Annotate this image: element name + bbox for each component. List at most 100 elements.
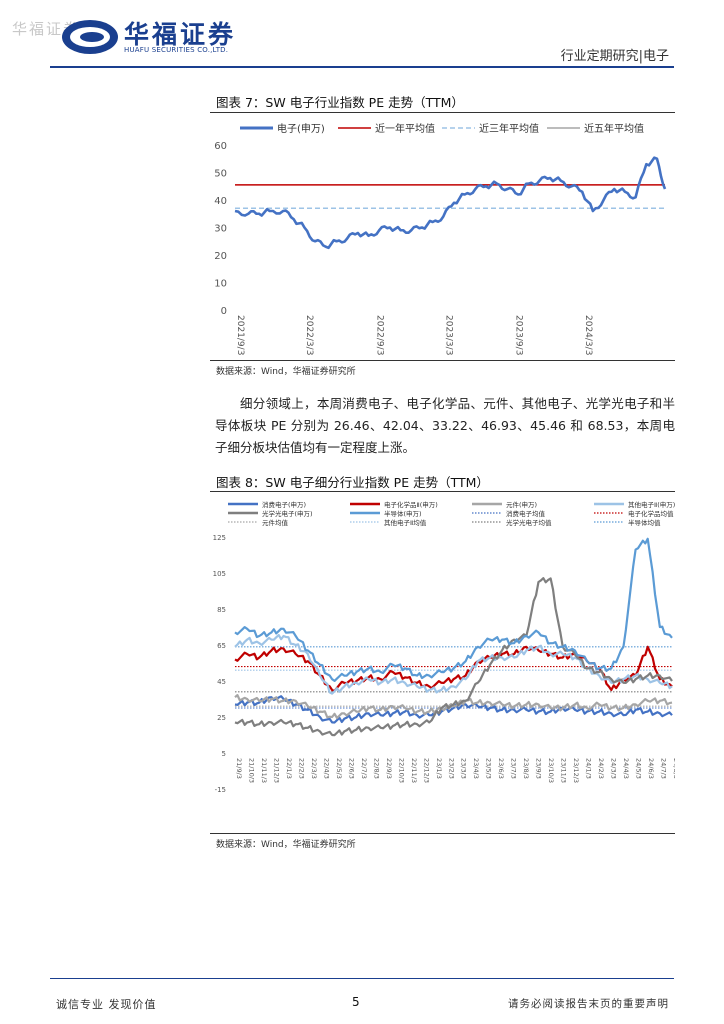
x-tick-label: 24/7/3 bbox=[660, 758, 668, 779]
x-tick-label: 2022/9/3 bbox=[374, 315, 384, 355]
figure8-top-rule bbox=[210, 491, 675, 492]
x-tick-label: 23/4/3 bbox=[472, 758, 480, 779]
y-tick-label: 85 bbox=[217, 606, 226, 614]
figure7-title: 图表 7：SW 电子行业指数 PE 走势（TTM） bbox=[216, 95, 464, 110]
x-tick-label: 22/5/3 bbox=[335, 758, 343, 779]
x-tick-label: 22/6/3 bbox=[347, 758, 355, 779]
y-tick-label: 25 bbox=[217, 714, 226, 722]
body-paragraph: 细分领域上，本周消费电子、电子化学品、元件、其他电子、光学光电子和半导体板块 P… bbox=[215, 396, 675, 455]
series-line-electronics bbox=[234, 156, 667, 250]
x-tick-label: 22/9/3 bbox=[385, 758, 393, 779]
y-tick-label: 105 bbox=[213, 570, 226, 578]
company-logo bbox=[62, 20, 118, 54]
footer-divider bbox=[50, 978, 674, 979]
y-tick-label: 20 bbox=[214, 251, 227, 262]
series-line bbox=[234, 577, 673, 737]
legend-label: 光学光电子均值 bbox=[506, 518, 552, 527]
x-tick-label: 22/12/3 bbox=[422, 758, 430, 783]
x-tick-label: 22/8/3 bbox=[372, 758, 380, 779]
legend-label: 电子化学品均值 bbox=[628, 509, 674, 518]
watermark: 华福证券 bbox=[12, 20, 81, 38]
series-line bbox=[234, 694, 673, 720]
x-tick-label: 23/11/3 bbox=[560, 758, 568, 783]
legend-label: 电子化学品Ⅱ(申万) bbox=[384, 500, 438, 509]
x-tick-label: 24/3/3 bbox=[610, 758, 618, 779]
report-section: 行业定期研究|电子 bbox=[560, 49, 669, 64]
footer-slogan: 诚信专业 发现价值 bbox=[56, 998, 157, 1011]
legend-label-one-year: 近一年平均值 bbox=[375, 122, 435, 135]
x-tick-label: 23/5/3 bbox=[485, 758, 493, 779]
x-tick-label: 23/12/3 bbox=[572, 758, 580, 783]
legend-label: 元件(申万) bbox=[506, 500, 537, 509]
figure8-title: 图表 8：SW 电子细分行业指数 PE 走势（TTM） bbox=[216, 475, 489, 490]
x-tick-label: 23/9/3 bbox=[535, 758, 543, 779]
x-tick-label: 23/3/3 bbox=[460, 758, 468, 779]
x-tick-label: 24/8/3 bbox=[672, 758, 675, 779]
y-tick-label: 65 bbox=[217, 642, 226, 650]
figure8-chart: 消费电子(申万) 电子化学品Ⅱ(申万) 元件(申万) 其他电子Ⅱ(申万) 光学光电子(申… bbox=[213, 500, 675, 794]
figure7-bottom-rule bbox=[210, 360, 675, 361]
legend-label-main: 电子(申万) bbox=[277, 122, 325, 135]
x-tick-label: 23/8/3 bbox=[522, 758, 530, 779]
x-tick-label: 2022/3/3 bbox=[304, 315, 314, 355]
x-tick-label: 24/6/3 bbox=[647, 758, 655, 779]
y-tick-label: 0 bbox=[221, 306, 227, 317]
x-tick-label: 24/5/3 bbox=[635, 758, 643, 779]
figure8-bottom-rule bbox=[210, 833, 675, 834]
x-tick-label: 23/7/3 bbox=[510, 758, 518, 779]
legend-label-three-year: 近三年平均值 bbox=[479, 122, 539, 135]
x-tick-label: 22/11/3 bbox=[410, 758, 418, 783]
x-tick-label: 23/6/3 bbox=[497, 758, 505, 779]
x-tick-label: 2023/9/3 bbox=[514, 315, 524, 355]
company-name-en: HUAFU SECURITIES CO.,LTD. bbox=[124, 46, 229, 54]
x-tick-label: 22/10/3 bbox=[397, 758, 405, 783]
y-tick-label: 30 bbox=[214, 224, 227, 235]
series-line bbox=[234, 695, 673, 724]
x-tick-label: 21/11/3 bbox=[260, 758, 268, 783]
series-line bbox=[234, 537, 673, 683]
legend-label: 其他电子Ⅱ均值 bbox=[384, 518, 427, 527]
x-tick-label: 21/9/3 bbox=[235, 758, 243, 779]
x-tick-label: 22/2/3 bbox=[297, 758, 305, 779]
figure7-source: 数据来源：Wind，华福证券研究所 bbox=[216, 367, 356, 377]
figure7-chart: 电子(申万) 近一年平均值 近三年平均值 近五年平均值 60 50 40 30 20 10… bbox=[214, 122, 667, 355]
y-tick-label: 50 bbox=[214, 169, 227, 180]
x-tick-label: 21/10/3 bbox=[247, 758, 255, 783]
company-name-cn: 华福证券 bbox=[124, 20, 237, 49]
figure7-legend: 电子(申万) 近一年平均值 近三年平均值 近五年平均值 bbox=[240, 122, 644, 135]
y-tick-label: 125 bbox=[213, 534, 226, 542]
legend-label-five-year: 近五年平均值 bbox=[584, 122, 644, 135]
legend-label: 消费电子(申万) bbox=[262, 500, 306, 509]
legend-label: 元件均值 bbox=[262, 518, 289, 527]
legend-label: 其他电子Ⅱ(申万) bbox=[628, 500, 675, 509]
page-number: 5 bbox=[352, 995, 360, 1009]
x-tick-label: 22/7/3 bbox=[360, 758, 368, 779]
x-tick-label: 22/3/3 bbox=[310, 758, 318, 779]
y-tick-label: -15 bbox=[215, 786, 226, 794]
series-line bbox=[234, 633, 673, 695]
y-tick-label: 5 bbox=[222, 750, 226, 758]
y-tick-label: 45 bbox=[217, 678, 226, 686]
legend-label: 光学光电子(申万) bbox=[262, 509, 313, 518]
figure8-source: 数据来源：Wind，华福证券研究所 bbox=[216, 840, 356, 850]
x-tick-label: 2024/3/3 bbox=[583, 315, 593, 355]
x-tick-label: 24/4/3 bbox=[622, 758, 630, 779]
legend-label: 半导体均值 bbox=[628, 518, 661, 527]
x-tick-label: 24/2/3 bbox=[597, 758, 605, 779]
x-tick-label: 24/1/3 bbox=[585, 758, 593, 779]
legend-label: 消费电子均值 bbox=[506, 509, 546, 518]
x-tick-label: 22/1/3 bbox=[285, 758, 293, 779]
x-tick-label: 23/10/3 bbox=[547, 758, 555, 783]
header-divider bbox=[50, 66, 674, 68]
x-tick-label: 23/2/3 bbox=[447, 758, 455, 779]
figure7-top-rule bbox=[210, 112, 675, 113]
x-tick-label: 22/4/3 bbox=[322, 758, 330, 779]
y-tick-label: 10 bbox=[214, 279, 227, 290]
legend-label: 半导体(申万) bbox=[384, 509, 422, 518]
x-tick-label: 23/1/3 bbox=[435, 758, 443, 779]
x-tick-label: 2023/3/3 bbox=[443, 315, 453, 355]
figure8-legend: 消费电子(申万) 电子化学品Ⅱ(申万) 元件(申万) 其他电子Ⅱ(申万) 光学光电子(申… bbox=[228, 500, 675, 527]
y-tick-label: 60 bbox=[214, 141, 227, 152]
x-tick-label: 21/12/3 bbox=[272, 758, 280, 783]
y-tick-label: 40 bbox=[214, 196, 227, 207]
